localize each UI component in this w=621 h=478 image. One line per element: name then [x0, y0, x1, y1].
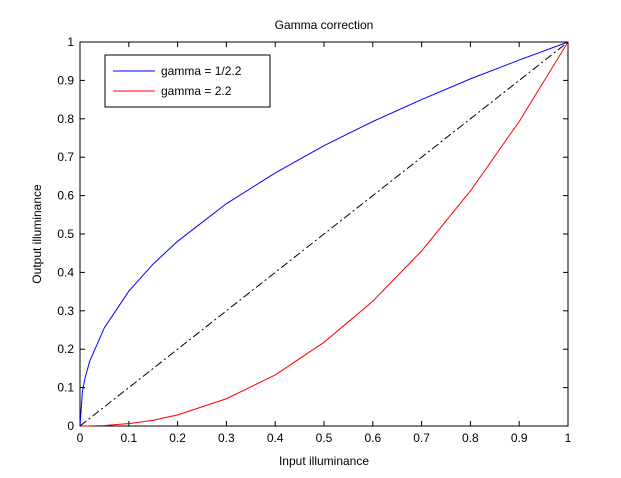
y-tick-label: 0.8 [57, 112, 74, 126]
legend-label: gamma = 1/2.2 [161, 64, 242, 78]
x-tick-label: 0.9 [511, 431, 528, 445]
legend-label: gamma = 2.2 [161, 84, 232, 98]
x-tick-label: 0.3 [218, 431, 235, 445]
y-tick-label: 0.3 [57, 304, 74, 318]
y-tick-label: 0.1 [57, 381, 74, 395]
x-tick-label: 0 [77, 431, 84, 445]
y-axis-label: Output illuminance [30, 184, 44, 284]
y-tick-label: 0 [67, 419, 74, 433]
y-tick-label: 0.2 [57, 342, 74, 356]
line-series [80, 41, 569, 427]
x-tick-label: 0.7 [413, 431, 430, 445]
x-tick-label: 0.1 [120, 431, 137, 445]
y-tick-label: 0.5 [57, 227, 74, 241]
line-series [79, 41, 569, 427]
x-tick-label: 1 [565, 431, 572, 445]
chart-title: Gamma correction [275, 18, 374, 32]
x-tick-label: 0.4 [267, 431, 284, 445]
y-tick-label: 1 [67, 35, 74, 49]
line-series [79, 41, 569, 427]
x-axis-label: Input illuminance [279, 454, 369, 468]
x-tick-label: 0.6 [364, 431, 381, 445]
y-tick-label: 0.4 [57, 265, 74, 279]
y-tick-label: 0.9 [57, 73, 74, 87]
y-tick-label: 0.6 [57, 189, 74, 203]
legend-box [104, 54, 271, 108]
x-tick-label: 0.5 [316, 431, 333, 445]
y-tick-label: 0.7 [57, 150, 74, 164]
x-tick-label: 0.8 [462, 431, 479, 445]
x-tick-label: 0.2 [169, 431, 186, 445]
